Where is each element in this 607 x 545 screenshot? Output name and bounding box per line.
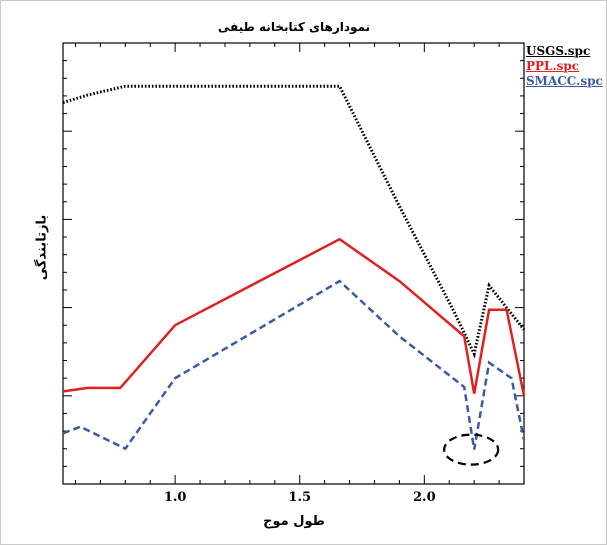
plot-border (62, 42, 525, 485)
series-line-smacc (62, 279, 526, 451)
series-line-ppl (62, 237, 526, 397)
legend: USGS.spc PPL.spc SMACC.spc (526, 44, 603, 89)
series-line-usgs (62, 84, 526, 359)
x-tick-label: 2.0 (413, 490, 436, 505)
x-axis-label: طول موج (263, 514, 325, 529)
legend-entry-smacc[interactable]: SMACC.spc (526, 74, 603, 88)
chart-title: نمودارهای کتابخانه طیفی (217, 20, 371, 34)
x-tick-label: 1.0 (164, 490, 187, 505)
y-axis-label: بازتابندگی (34, 214, 50, 281)
legend-entry-ppl[interactable]: PPL.spc (526, 59, 580, 73)
legend-entry-usgs[interactable]: USGS.spc (526, 44, 591, 58)
annotation-ellipse (443, 433, 500, 466)
x-tick-label: 1.5 (288, 490, 311, 505)
